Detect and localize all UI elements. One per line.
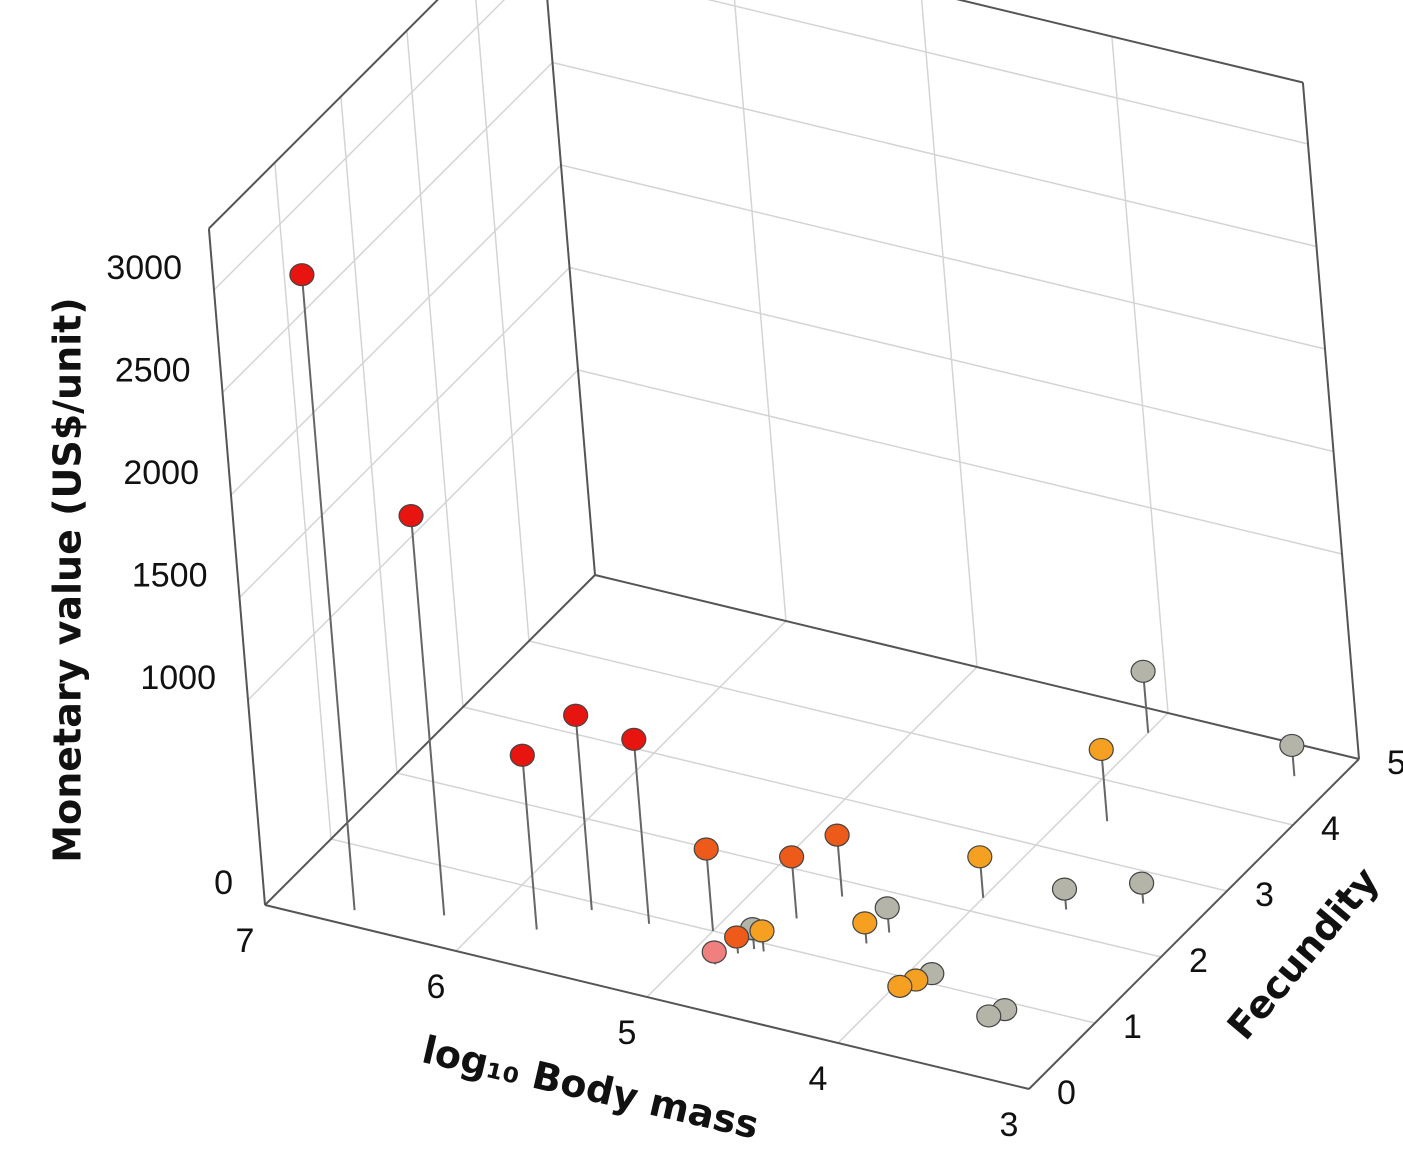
grid-line (397, 773, 1161, 957)
axis-edge (265, 905, 1029, 1089)
grid-line (341, 97, 397, 774)
z-tick-label: 1000 (140, 659, 216, 697)
stem (411, 516, 444, 916)
grid-line (231, 165, 561, 495)
grid-line (456, 621, 786, 951)
grid-line (539, 0, 595, 575)
z-tick-label: 3000 (106, 249, 182, 287)
y-tick-label: 1 (1123, 1008, 1142, 1046)
grid-line (553, 63, 1317, 247)
grid-line (570, 268, 1334, 452)
point (1280, 734, 1304, 756)
y-tick-label: 3 (1255, 876, 1274, 914)
stem (576, 715, 592, 910)
axis-edge (209, 0, 539, 229)
marks (290, 264, 1304, 1027)
x-tick-label: 3 (1000, 1106, 1019, 1144)
y-tick-label: 5 (1387, 744, 1403, 782)
z-tick-label: 0 (214, 864, 233, 902)
x-tick-label: 7 (236, 922, 255, 960)
point (564, 704, 588, 726)
grid-line (544, 0, 1308, 144)
z-tick-label: 1500 (132, 556, 208, 594)
stem (706, 849, 713, 931)
stem (634, 739, 649, 924)
point (1130, 872, 1154, 894)
grid-line (578, 370, 1342, 554)
x-tick-label: 6 (427, 968, 446, 1006)
point (750, 920, 774, 942)
z-axis-label: Monetary value (US$/unit) (46, 297, 90, 862)
x-axis-label: log₁₀ Body mass (418, 1027, 763, 1147)
grid-line (838, 713, 1168, 1043)
point (1089, 738, 1113, 760)
point (780, 846, 804, 868)
point (622, 728, 646, 750)
grid-line (539, 0, 595, 575)
point (1131, 660, 1155, 682)
point (1053, 878, 1077, 900)
point (290, 264, 314, 286)
z-tick-label: 2000 (123, 454, 199, 492)
y-tick-label: 2 (1189, 942, 1208, 980)
point (875, 897, 899, 919)
grid-line (921, 0, 977, 667)
point (853, 912, 877, 934)
point (888, 975, 912, 997)
point (977, 1005, 1001, 1027)
point (968, 846, 992, 868)
axis-edge (595, 575, 1359, 759)
grid-line (240, 268, 570, 598)
y-tick-label: 0 (1057, 1074, 1076, 1112)
z-tick-label: 2500 (115, 351, 191, 389)
grid-line (214, 0, 544, 290)
x-tick-label: 5 (618, 1014, 637, 1052)
y-tick-label: 4 (1321, 810, 1340, 848)
axis-edge (209, 229, 265, 906)
grid-line (223, 63, 553, 393)
axis-edge (539, 0, 1303, 83)
point (694, 838, 718, 860)
x-tick-label: 4 (809, 1060, 828, 1098)
grid-line (473, 0, 529, 641)
grid-line (730, 0, 786, 621)
point (510, 744, 534, 766)
grid-line (561, 165, 1325, 349)
point (399, 505, 423, 527)
point (702, 941, 726, 963)
axis-edge (1303, 83, 1359, 760)
grid-line (647, 667, 977, 997)
stem (522, 755, 536, 929)
grid-line (407, 31, 463, 708)
point (825, 824, 849, 846)
axis-edge (539, 0, 595, 575)
grid-line (1112, 37, 1168, 714)
point (725, 926, 749, 948)
y-axis-label: Fecundity (1219, 859, 1388, 1048)
